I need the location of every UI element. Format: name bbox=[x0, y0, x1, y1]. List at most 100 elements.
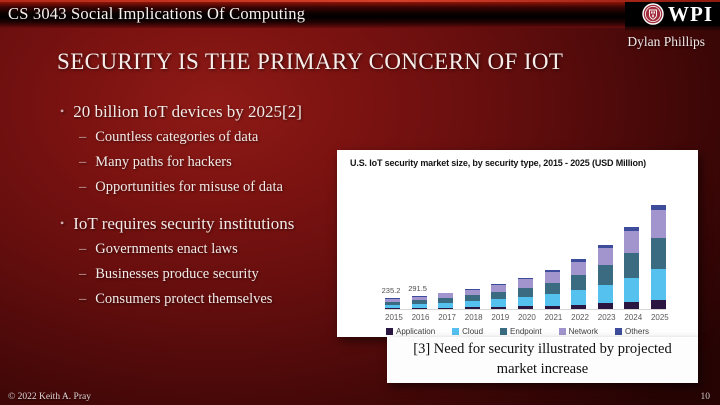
bar-segment-cloud bbox=[411, 304, 427, 308]
bullet-text: Businesses produce security bbox=[95, 266, 259, 282]
bullet-level1: • 20 billion IoT devices by 2025[2] bbox=[60, 101, 360, 122]
legend-label: Network bbox=[568, 327, 598, 336]
legend-swatch-icon bbox=[386, 328, 393, 335]
stacked-bar bbox=[438, 292, 454, 309]
logo-background-block bbox=[625, 0, 720, 31]
x-tick-label: 2023 bbox=[597, 313, 616, 322]
bar-2025 bbox=[650, 204, 666, 309]
legend-label: Cloud bbox=[462, 327, 484, 336]
stacked-bar bbox=[464, 288, 480, 309]
x-tick-label: 2019 bbox=[491, 313, 510, 322]
bar-2022 bbox=[571, 259, 587, 309]
bar-segment-others bbox=[491, 283, 507, 286]
chart-x-axis-labels: 2015 2016 2017 2018 2019 2020 2021 2022 2023 2024… bbox=[385, 313, 669, 322]
bar-segment-application bbox=[624, 301, 640, 309]
bar-segment-application bbox=[571, 304, 587, 309]
author-name: Dylan Phillips bbox=[627, 34, 705, 49]
legend-swatch-icon bbox=[500, 328, 508, 335]
bullet-list: • 20 billion IoT devices by 2025[2] – Co… bbox=[60, 101, 360, 316]
bullet-group-gap bbox=[60, 204, 360, 213]
footer-copyright: © 2022 Keith A. Pray bbox=[8, 392, 91, 402]
bar-segment-cloud bbox=[517, 297, 533, 307]
bullet-dash-icon: – bbox=[79, 129, 87, 145]
legend-item-others: Others bbox=[614, 327, 649, 336]
bullet-level1: • IoT requires security institutions bbox=[60, 213, 360, 234]
bar-segment-endpoint bbox=[438, 297, 454, 303]
bar-segment-application bbox=[438, 307, 454, 309]
bullet-level2: – Opportunities for misuse of data bbox=[79, 179, 360, 196]
bar-2021 bbox=[544, 269, 560, 309]
x-tick-label: 2016 bbox=[411, 313, 430, 322]
bar-segment-others bbox=[438, 292, 454, 294]
x-tick-label: 2020 bbox=[517, 313, 536, 322]
legend-label: Application bbox=[396, 327, 436, 336]
iot-market-chart: U.S. IoT security market size, by securi… bbox=[337, 150, 698, 337]
top-accent-line bbox=[0, 0, 720, 2]
bar-segment-others bbox=[624, 227, 640, 232]
legend-item-endpoint: Endpoint bbox=[500, 327, 542, 336]
bar-segment-others bbox=[650, 204, 666, 210]
bar-segment-application bbox=[517, 306, 533, 309]
bar-segment-cloud bbox=[624, 277, 640, 302]
stacked-bar bbox=[571, 259, 587, 309]
bar-2024 bbox=[624, 227, 640, 309]
wpi-wordmark: WPI bbox=[668, 2, 713, 26]
bullet-level2: – Many paths for hackers bbox=[79, 154, 360, 171]
bar-segment-network bbox=[438, 293, 454, 298]
x-tick-label: 2017 bbox=[438, 313, 456, 322]
bar-segment-network bbox=[411, 296, 427, 301]
bar-segment-cloud bbox=[597, 284, 613, 304]
bullet-level2: – Businesses produce security bbox=[79, 266, 360, 283]
bullet-dash-icon: – bbox=[79, 179, 87, 195]
slide-page-number: 10 bbox=[700, 392, 711, 402]
legend-swatch-icon bbox=[452, 328, 460, 335]
bar-segment-others bbox=[571, 259, 587, 262]
data-label: 291.5 bbox=[408, 283, 427, 293]
bullet-dot-icon: • bbox=[60, 216, 65, 230]
bullet-level2: – Consumers protect themselves bbox=[79, 291, 360, 308]
top-bar bbox=[0, 0, 720, 28]
x-tick-label: 2024 bbox=[624, 313, 643, 322]
bar-segment-application bbox=[650, 299, 666, 309]
stacked-bar bbox=[544, 269, 560, 309]
bar-segment-endpoint bbox=[491, 291, 507, 300]
bar-segment-endpoint bbox=[385, 301, 400, 306]
x-tick-label: 2018 bbox=[464, 313, 483, 322]
legend-item-network: Network bbox=[558, 327, 598, 336]
x-tick-label: 2022 bbox=[571, 313, 589, 322]
bar-2019 bbox=[491, 283, 507, 309]
bar-segment-endpoint bbox=[411, 300, 427, 305]
bar-segment-others bbox=[517, 277, 533, 280]
bar-segment-application bbox=[464, 307, 480, 309]
bar-segment-application bbox=[411, 307, 427, 309]
bar-segment-endpoint bbox=[571, 275, 587, 291]
bullet-level2: – Governments enact laws bbox=[79, 241, 360, 258]
bar-segment-network bbox=[491, 285, 507, 292]
slide-title: SECURITY IS THE PRIMARY CONCERN OF IOT bbox=[57, 49, 564, 74]
bar-segment-endpoint bbox=[517, 287, 533, 298]
wpi-logo: WPI bbox=[642, 3, 713, 25]
bullet-text: IoT requires security institutions bbox=[73, 214, 295, 233]
bar-2020 bbox=[517, 277, 533, 309]
bar-segment-others bbox=[385, 298, 400, 299]
bar-2015: 235.2 bbox=[382, 286, 400, 309]
bar-segment-others bbox=[464, 288, 480, 290]
bar-segment-application bbox=[597, 303, 613, 309]
bar-segment-others bbox=[411, 295, 427, 297]
bar-2016: 291.5 bbox=[408, 284, 427, 309]
bar-segment-endpoint bbox=[544, 282, 560, 295]
bar-segment-cloud bbox=[650, 269, 666, 300]
bar-segment-network bbox=[464, 289, 480, 296]
course-title: CS 3043 Social Implications Of Computing bbox=[8, 4, 306, 23]
legend-label: Endpoint bbox=[510, 327, 542, 336]
stacked-bar bbox=[597, 244, 613, 309]
bullet-text: Governments enact laws bbox=[95, 241, 238, 257]
bar-segment-network bbox=[517, 279, 533, 288]
stacked-bar bbox=[517, 277, 533, 309]
bar-segment-application bbox=[544, 305, 560, 309]
x-tick-label: 2015 bbox=[385, 313, 403, 322]
bullet-text: Consumers protect themselves bbox=[95, 291, 273, 307]
bullet-level2: – Countless categories of data bbox=[79, 129, 360, 146]
bar-segment-cloud bbox=[438, 302, 454, 308]
bar-segment-others bbox=[544, 269, 560, 272]
